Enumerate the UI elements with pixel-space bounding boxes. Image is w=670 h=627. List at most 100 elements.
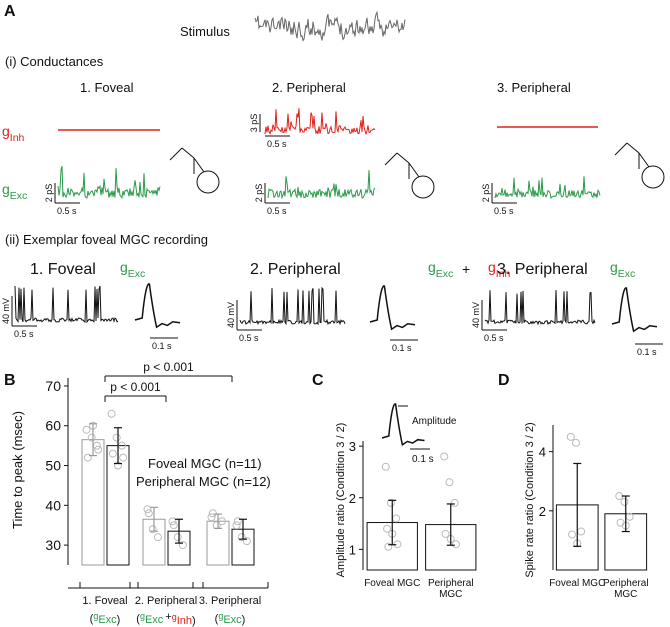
g-sub: Exc <box>145 614 164 626</box>
conductance-label: gInh <box>2 123 25 144</box>
g-main: g <box>172 612 177 622</box>
bar <box>81 439 105 566</box>
data-point <box>571 438 580 447</box>
g-sub: Exc <box>223 614 242 626</box>
paren: ( <box>215 613 219 625</box>
y-tick-label: 50 <box>45 458 61 474</box>
g-main: g <box>488 259 496 275</box>
data-point <box>87 433 96 442</box>
trace <box>254 10 406 42</box>
error-bar <box>214 513 222 529</box>
trace <box>239 286 346 326</box>
data-point <box>107 409 116 418</box>
g-sub: Exc <box>436 268 454 280</box>
g-main: g <box>2 123 10 139</box>
data-point <box>153 533 162 542</box>
g-sub: Exc <box>128 268 146 280</box>
data-point <box>386 498 395 507</box>
trace <box>14 285 119 324</box>
cell-icon <box>411 175 435 199</box>
scale-label: 0.5 s <box>267 139 287 149</box>
data-point <box>445 478 454 487</box>
panel-label: A <box>4 3 16 20</box>
trace <box>484 290 596 326</box>
annotation: p < 0.001 <box>143 360 194 374</box>
error-bar <box>89 423 97 457</box>
conductance-label: gInh <box>488 259 511 280</box>
g-main: g <box>2 181 10 197</box>
data-point <box>168 517 177 526</box>
scale-label: 0.5 s <box>14 329 34 339</box>
y-tick-label: 2 <box>539 504 546 519</box>
data-point <box>450 498 459 507</box>
panel-label: D <box>498 372 510 389</box>
section-title: (ii) Exemplar foveal MGC recording <box>5 232 208 247</box>
error-bar <box>446 503 455 546</box>
scale-label: 0.5 s <box>239 333 259 343</box>
data-point <box>440 452 449 461</box>
data-point <box>568 530 577 539</box>
paren: ) <box>117 614 121 626</box>
g-main: g <box>610 259 618 275</box>
scale-label: 0.5 s <box>494 206 514 216</box>
cell-icon <box>196 170 220 194</box>
scale-label: 3 pS <box>249 114 259 133</box>
data-point <box>144 509 153 518</box>
data-point <box>94 445 103 454</box>
y-tick-label: 2 <box>349 491 356 506</box>
x-tick-label-box: Foveal MGC <box>549 578 605 589</box>
plus-sign: + <box>462 261 470 277</box>
annotation: p < 0.001 <box>110 380 161 394</box>
data-point <box>108 449 117 458</box>
data-point <box>237 533 246 542</box>
scale-label: 2 pS <box>254 184 264 203</box>
conductance-label: gExc <box>610 259 635 280</box>
stimulus-label: Stimulus <box>180 24 230 39</box>
scale-label: 40 mV <box>226 302 236 328</box>
g-main: g <box>140 611 145 621</box>
recording-title: 1. Foveal <box>30 261 96 278</box>
panel-label: B <box>4 372 16 389</box>
spike-waveform <box>381 403 425 447</box>
x-tick-label-box: Foveal MGC <box>364 578 421 589</box>
y-axis-label: Spike rate ratio (Condition 3 / 2) <box>524 422 536 577</box>
column-title: 1. Foveal <box>80 80 134 95</box>
data-point <box>620 497 629 506</box>
scale-label: 0.1 s <box>637 347 657 357</box>
error-bar <box>150 506 158 532</box>
y-tick-label: 4 <box>539 445 546 460</box>
x-tick-label-box: Peripheral MGC <box>428 578 474 600</box>
conductance-label: gExc <box>120 259 145 280</box>
column-title: 3. Peripheral <box>497 80 571 95</box>
scale-label: 0.1 s <box>152 341 172 351</box>
join: + <box>165 611 171 623</box>
y-tick-label: 3 <box>349 439 356 454</box>
data-point <box>148 525 157 534</box>
data-point <box>383 524 392 533</box>
error-bar <box>114 427 122 465</box>
data-point <box>566 432 575 441</box>
data-point <box>112 433 121 442</box>
inset-label: Amplitude <box>412 416 457 427</box>
y-tick-label: 60 <box>45 418 61 434</box>
paren: ( <box>90 613 94 625</box>
data-point <box>384 542 393 551</box>
error-bar <box>388 499 397 546</box>
g-main: g <box>120 259 128 275</box>
cell-icon <box>614 142 628 156</box>
trace <box>57 165 161 200</box>
data-point <box>208 509 217 518</box>
g-main: g <box>218 611 223 621</box>
y-axis-label: Amplitude ratio (Condition 3 / 2) <box>335 423 347 578</box>
data-point <box>143 505 152 514</box>
conductance-label: gExc <box>428 259 453 280</box>
g-sub: Inh <box>496 268 511 280</box>
x-tick-label: Foveal MGC <box>364 578 421 589</box>
cell-icon <box>641 165 665 189</box>
scale-label: 0.5 s <box>57 206 77 216</box>
x-tick-label-box: Peripheral MGC <box>603 578 649 600</box>
category-conductance: (gExc +gInh) <box>136 611 195 627</box>
cell-icon <box>626 142 640 154</box>
trace <box>264 108 376 136</box>
